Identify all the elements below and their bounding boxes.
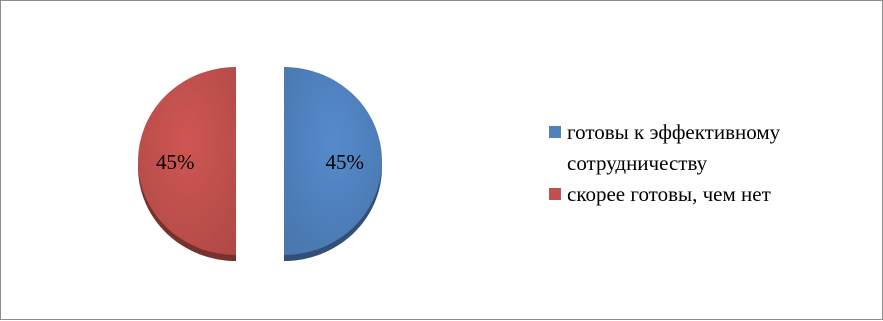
legend: готовы к эффективному сотрудничеству ско… — [547, 117, 867, 210]
legend-label-1: скорее готовы, чем нет — [567, 182, 771, 206]
pie-slice-0-label: 45% — [326, 150, 365, 174]
legend-swatch-1 — [549, 188, 561, 200]
legend-swatch-0 — [549, 126, 561, 138]
legend-item-0: готовы к эффективному сотрудничеству — [547, 117, 867, 179]
pie-slice-0 — [284, 67, 382, 255]
pie-slice-1-label: 45% — [156, 150, 195, 174]
pie-slice-1 — [138, 67, 236, 255]
legend-label-0: готовы к эффективному сотрудничеству — [567, 120, 781, 175]
legend-item-1: скорее готовы, чем нет — [547, 179, 867, 210]
